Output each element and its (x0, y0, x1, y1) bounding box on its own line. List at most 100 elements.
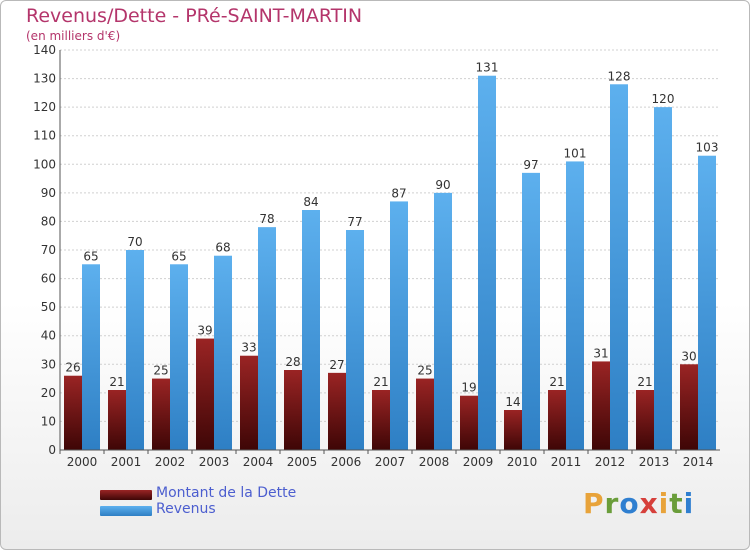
bar-dette (372, 390, 390, 450)
data-label: 39 (197, 324, 212, 338)
data-label: 33 (241, 341, 256, 355)
y-tick-label: 70 (41, 243, 56, 257)
y-tick-label: 110 (33, 129, 56, 143)
y-tick-label: 50 (41, 300, 56, 314)
logo-letter: r (604, 487, 620, 520)
x-tick-label: 2012 (595, 455, 626, 469)
bar-revenus (654, 107, 672, 451)
data-label: 21 (549, 375, 564, 389)
bar-dette (504, 410, 522, 450)
bar-revenus (214, 255, 232, 450)
proxiti-logo: Proxiti (583, 487, 694, 520)
x-tick-label: 2003 (199, 455, 230, 469)
data-label: 28 (285, 355, 300, 369)
bar-dette (592, 361, 610, 450)
data-label: 87 (391, 186, 406, 200)
data-label: 70 (127, 235, 142, 249)
bar-dette (64, 375, 82, 450)
y-tick-label: 130 (33, 72, 56, 86)
data-label: 30 (681, 349, 696, 363)
bar-dette (284, 370, 302, 450)
data-label: 25 (417, 364, 432, 378)
bar-revenus (610, 84, 628, 451)
logo-letter: i (658, 487, 670, 520)
y-tick-label: 10 (41, 414, 56, 428)
bar-revenus (258, 227, 276, 450)
y-tick-label: 60 (41, 272, 56, 286)
data-label: 101 (564, 146, 587, 160)
x-tick-label: 2014 (683, 455, 714, 469)
bar-dette (636, 390, 654, 450)
x-tick-label: 2011 (551, 455, 582, 469)
x-tick-label: 2007 (375, 455, 406, 469)
logo-letter: x (639, 487, 659, 520)
x-tick-label: 2000 (67, 455, 98, 469)
bar-revenus (126, 250, 144, 450)
bar-dette (240, 355, 258, 450)
bar-revenus (82, 264, 100, 450)
x-tick-label: 2013 (639, 455, 670, 469)
bar-revenus (390, 201, 408, 450)
y-tick-label: 140 (33, 43, 56, 57)
y-tick-label: 100 (33, 157, 56, 171)
data-label: 103 (696, 141, 719, 155)
bar-dette (152, 378, 170, 450)
data-label: 26 (65, 361, 80, 375)
data-label: 27 (329, 358, 344, 372)
chart-title: Revenus/Dette - PRé-SAINT-MARTIN (26, 5, 363, 27)
data-label: 21 (109, 375, 124, 389)
y-tick-label: 80 (41, 214, 56, 228)
x-tick-label: 2008 (419, 455, 450, 469)
bar-dette (196, 338, 214, 450)
bar-revenus (346, 230, 364, 450)
data-label: 19 (461, 381, 476, 395)
bar-revenus (434, 192, 452, 450)
data-label: 77 (347, 215, 362, 229)
x-tick-label: 2006 (331, 455, 362, 469)
y-tick-label: 0 (48, 443, 56, 457)
data-label: 97 (523, 158, 538, 172)
data-label: 25 (153, 364, 168, 378)
chart-subtitle: (en milliers d'€) (26, 29, 121, 43)
x-tick-label: 2009 (463, 455, 494, 469)
data-label: 65 (83, 249, 98, 263)
data-label: 14 (505, 395, 520, 409)
bar-revenus (566, 161, 584, 450)
data-label: 21 (637, 375, 652, 389)
bar-dette (680, 364, 698, 450)
y-tick-label: 20 (41, 386, 56, 400)
data-label: 120 (652, 92, 675, 106)
x-tick-label: 2004 (243, 455, 274, 469)
legend-swatch-dette (100, 490, 152, 500)
bar-revenus (698, 155, 716, 450)
bar-dette (460, 395, 478, 450)
bar-dette (108, 390, 126, 450)
data-label: 84 (303, 195, 318, 209)
legend-label-dette: Montant de la Dette (156, 485, 297, 501)
data-label: 128 (608, 69, 631, 83)
logo-letter: o (619, 487, 640, 520)
data-label: 78 (259, 212, 274, 226)
y-tick-label: 30 (41, 357, 56, 371)
logo-letter: t (669, 487, 684, 520)
legend-swatch-revenus (100, 506, 152, 516)
data-label: 90 (435, 178, 450, 192)
y-tick-label: 90 (41, 186, 56, 200)
bar-dette (416, 378, 434, 450)
x-tick-label: 2001 (111, 455, 142, 469)
y-tick-label: 40 (41, 329, 56, 343)
x-tick-label: 2005 (287, 455, 318, 469)
bar-dette (328, 372, 346, 450)
logo-letter: P (583, 487, 605, 520)
data-label: 68 (215, 241, 230, 255)
bars: 26 65 21 70 25 65 39 68 33 78 28 84 27 77 21 87 25 90 19 13… (64, 61, 719, 451)
bar-revenus (478, 75, 496, 450)
x-tick-label: 2002 (155, 455, 186, 469)
data-label: 65 (171, 249, 186, 263)
data-label: 131 (476, 61, 499, 75)
bar-revenus (302, 210, 320, 450)
legend-label-revenus: Revenus (156, 501, 216, 517)
data-label: 31 (593, 346, 608, 360)
data-label: 21 (373, 375, 388, 389)
bar-revenus (522, 172, 540, 450)
